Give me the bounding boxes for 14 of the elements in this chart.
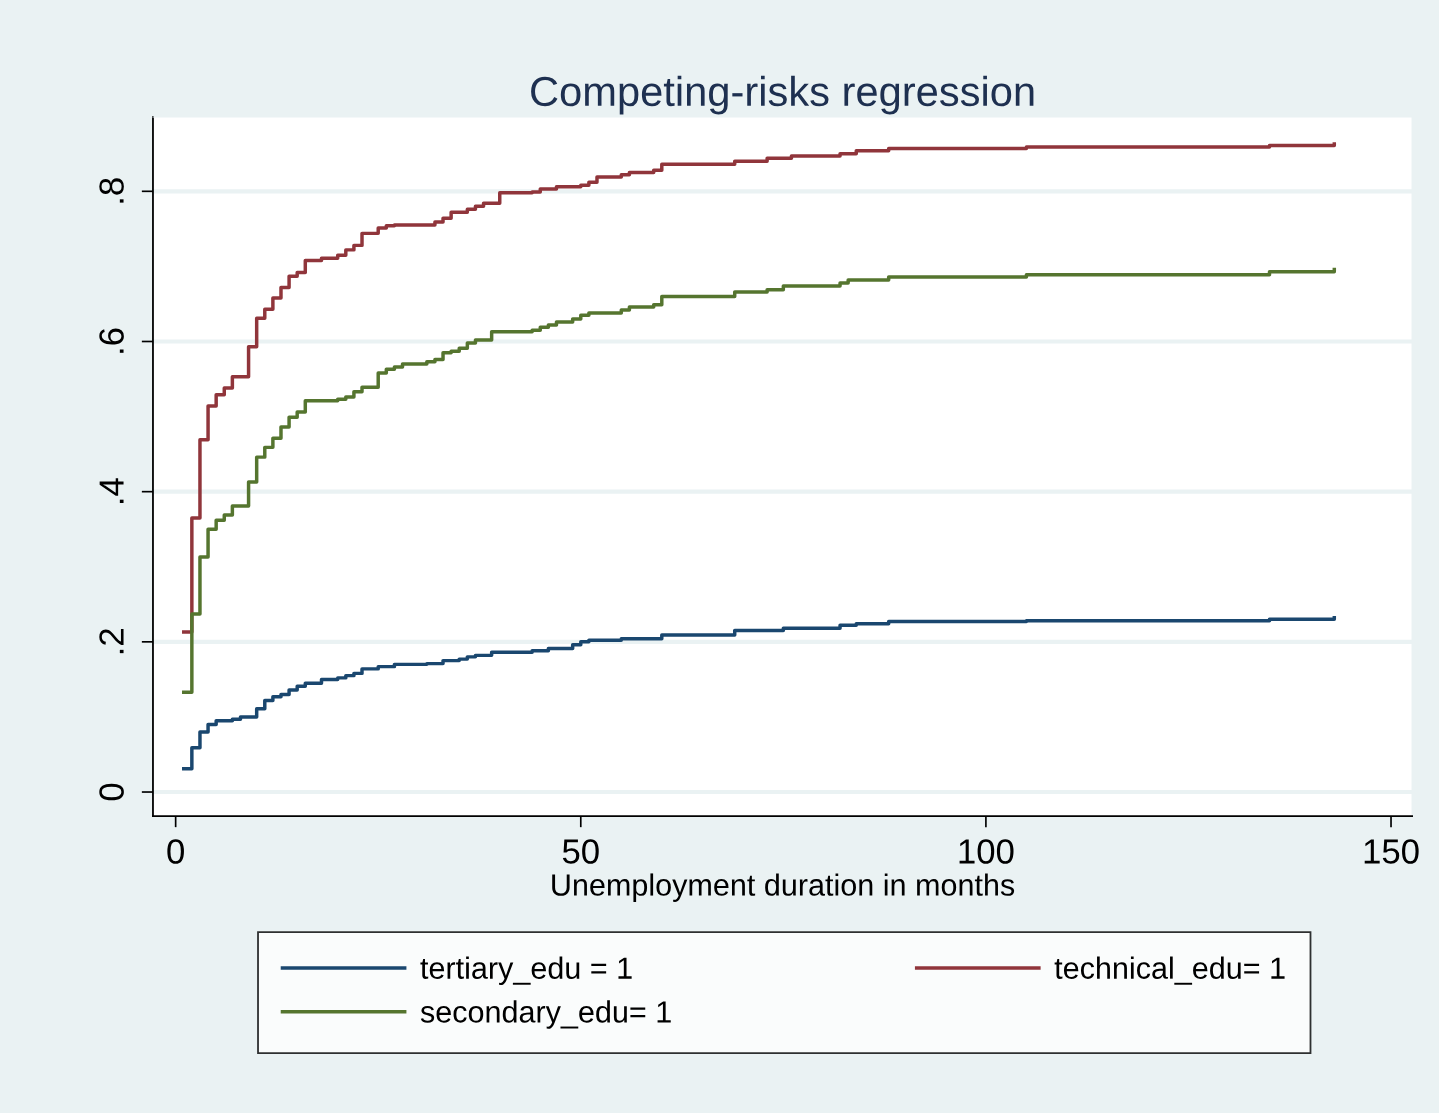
y-tick-label: .8 <box>99 178 124 203</box>
x-tick-label: 100 <box>959 839 1014 864</box>
y-tick-label: .6 <box>99 328 124 353</box>
y-tick-label: .4 <box>99 478 124 503</box>
y-tick-label: .2 <box>99 629 124 654</box>
x-tick-label: 50 <box>562 839 599 864</box>
y-tick-label: 0 <box>99 783 124 801</box>
x-tick-label: 150 <box>1364 839 1419 864</box>
chart-title: Competing-risks regression <box>531 75 1034 115</box>
legend-label: tertiary_edu = 1 <box>420 956 632 985</box>
legend-label: technical_edu= 1 <box>1054 956 1285 985</box>
x-axis-title: Unemployment duration in months <box>552 873 1015 902</box>
legend-label: secondary_edu= 1 <box>420 1000 671 1029</box>
x-tick-label: 0 <box>167 839 184 864</box>
